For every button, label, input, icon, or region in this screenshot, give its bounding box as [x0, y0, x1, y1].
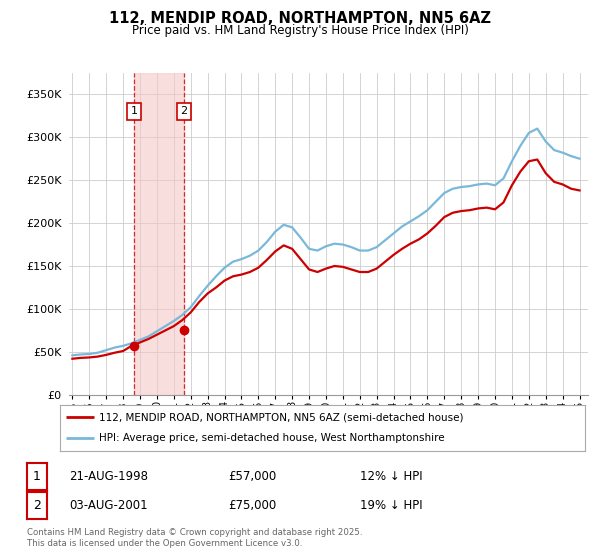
Text: 112, MENDIP ROAD, NORTHAMPTON, NN5 6AZ: 112, MENDIP ROAD, NORTHAMPTON, NN5 6AZ [109, 11, 491, 26]
Text: HPI: Average price, semi-detached house, West Northamptonshire: HPI: Average price, semi-detached house,… [100, 433, 445, 444]
Text: 1: 1 [131, 106, 137, 116]
Text: 2: 2 [33, 499, 41, 512]
Text: 03-AUG-2001: 03-AUG-2001 [69, 499, 148, 512]
Bar [134, 73, 184, 395]
Text: Contains HM Land Registry data © Crown copyright and database right 2025.
This d: Contains HM Land Registry data © Crown c… [27, 528, 362, 548]
Text: Price paid vs. HM Land Registry's House Price Index (HPI): Price paid vs. HM Land Registry's House … [131, 24, 469, 36]
Text: 12% ↓ HPI: 12% ↓ HPI [360, 470, 422, 483]
Text: 21-AUG-1998: 21-AUG-1998 [69, 470, 148, 483]
Text: 19% ↓ HPI: 19% ↓ HPI [360, 499, 422, 512]
Text: 1: 1 [33, 470, 41, 483]
Text: £57,000: £57,000 [228, 470, 276, 483]
Text: 2: 2 [181, 106, 188, 116]
Text: 112, MENDIP ROAD, NORTHAMPTON, NN5 6AZ (semi-detached house): 112, MENDIP ROAD, NORTHAMPTON, NN5 6AZ (… [100, 412, 464, 422]
Text: £75,000: £75,000 [228, 499, 276, 512]
